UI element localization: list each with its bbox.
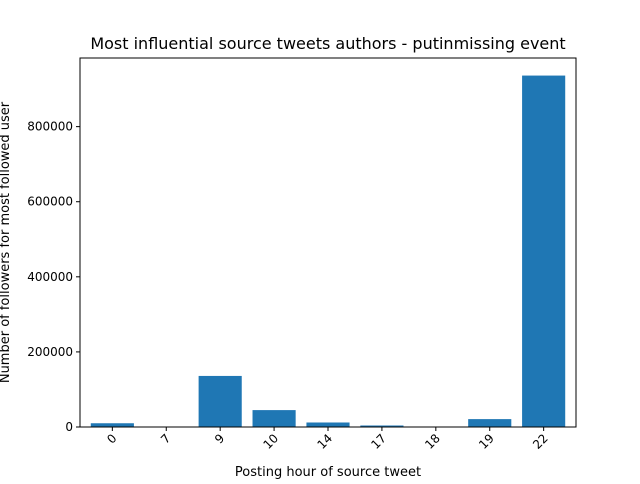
bar-22 xyxy=(522,75,566,428)
x-axis-ticks: 0 7 9 10 14 17 18 19 22 xyxy=(104,427,551,452)
y-tick-label: 200000 xyxy=(27,345,73,359)
y-tick-label: 600000 xyxy=(27,195,73,209)
bar-17 xyxy=(360,425,404,427)
x-tick-label: 19 xyxy=(476,431,497,452)
x-tick-label: 22 xyxy=(530,431,551,452)
bar-0 xyxy=(90,423,134,427)
bars xyxy=(90,75,566,428)
x-tick-label: 14 xyxy=(314,431,335,452)
bar-9 xyxy=(198,375,242,427)
y-tick-label: 800000 xyxy=(27,120,73,134)
bar-10 xyxy=(252,410,296,427)
chart-title: Most influential source tweets authors -… xyxy=(90,34,565,53)
x-tick-label: 9 xyxy=(212,431,227,446)
x-tick-label: 7 xyxy=(158,431,173,446)
y-tick-label: 400000 xyxy=(27,270,73,284)
y-tick-label: 0 xyxy=(65,420,73,434)
x-tick-label: 18 xyxy=(422,431,443,452)
y-axis-ticks: 0 200000 400000 600000 800000 xyxy=(27,120,80,434)
x-tick-label: 10 xyxy=(261,431,282,452)
x-axis-label: Posting hour of source tweet xyxy=(235,465,421,480)
bar-14 xyxy=(306,422,350,427)
x-tick-label: 0 xyxy=(104,431,119,446)
bar-19 xyxy=(468,419,512,427)
y-axis-label: Number of followers for most followed us… xyxy=(0,101,13,383)
x-tick-label: 17 xyxy=(368,431,389,452)
plot-frame xyxy=(79,57,577,428)
